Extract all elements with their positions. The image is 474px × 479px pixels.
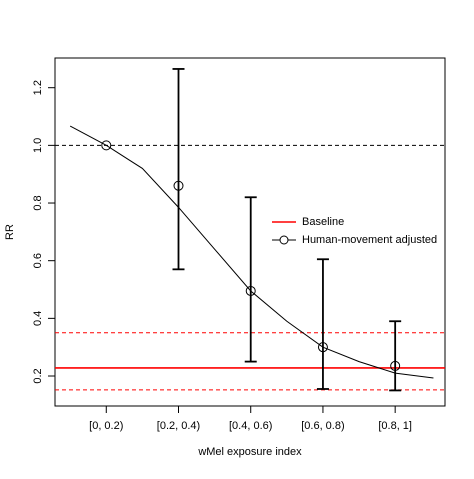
legend-swatch	[279, 235, 289, 245]
point	[173, 180, 184, 191]
legend-label: Baseline	[302, 216, 344, 228]
x-tick-label: [0.8, 1]	[378, 420, 412, 432]
fit-curve	[69, 125, 434, 379]
x-axis-title: wMel exposure index	[197, 446, 302, 458]
y-tick-label: 1.2	[32, 80, 44, 95]
point	[390, 360, 401, 371]
x-tick-label: [0.6, 0.8)	[301, 420, 344, 432]
y-axis-title: RR	[4, 224, 16, 240]
y-tick-label: 0.4	[32, 311, 44, 326]
y-tick-label: 0.8	[32, 195, 44, 210]
y-tick-label: 0.6	[32, 253, 44, 268]
point	[317, 342, 328, 353]
y-tick-label: 1.0	[32, 138, 44, 153]
x-tick-label: [0.2, 0.4)	[157, 420, 200, 432]
point	[101, 140, 112, 151]
point	[245, 285, 256, 296]
x-tick-label: [0, 0.2)	[89, 420, 123, 432]
y-tick-label: 0.2	[32, 368, 44, 383]
legend-label: Human-movement adjusted	[302, 234, 437, 246]
x-tick-label: [0.4, 0.6)	[229, 420, 272, 432]
